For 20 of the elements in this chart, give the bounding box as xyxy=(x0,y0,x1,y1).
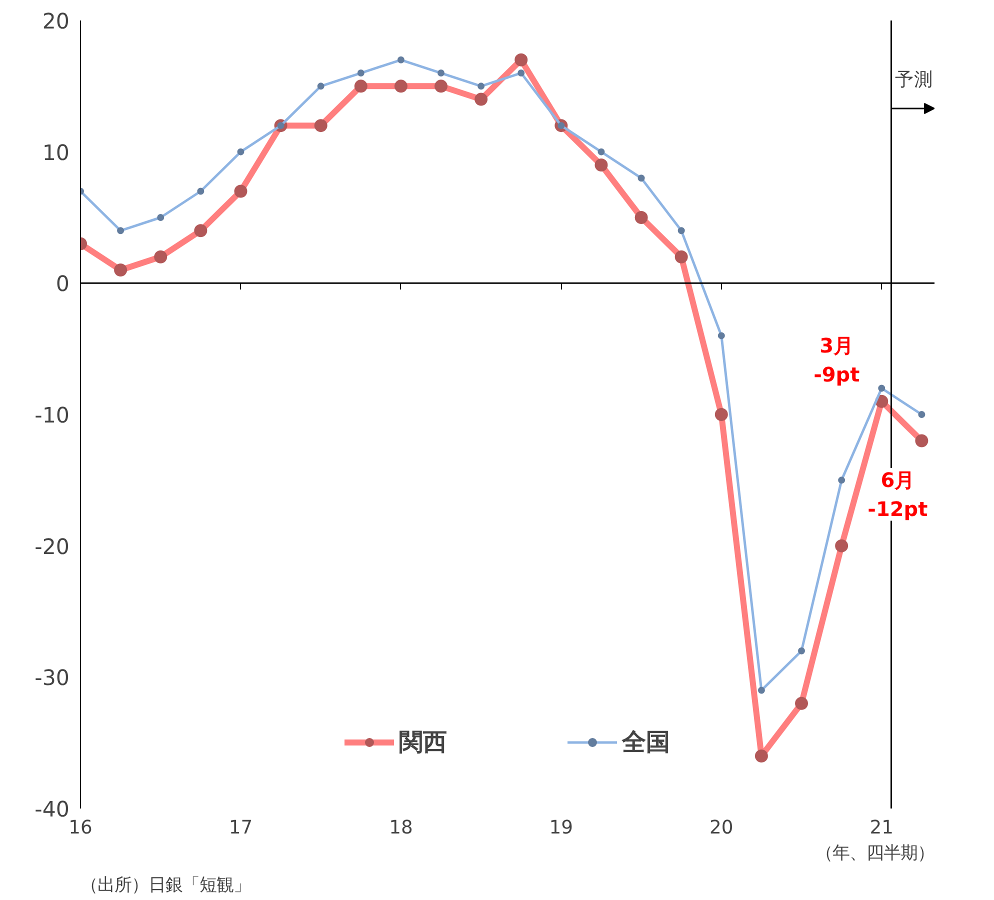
x-tick-label: 21 xyxy=(870,818,894,838)
y-tick-label: 10 xyxy=(42,140,70,166)
annotation: 3月 -9pt xyxy=(814,334,860,386)
text: （出所）日銀「短観」 xyxy=(80,876,250,896)
y-tick-label: 20 xyxy=(42,10,70,34)
legend-label: 関西 xyxy=(399,727,447,758)
x-tick-label: 18 xyxy=(389,818,413,838)
annotation: 6月 -12pt xyxy=(868,468,928,521)
x-tick-label: 16 xyxy=(68,818,92,838)
x-tick-label: 19 xyxy=(549,818,574,838)
y-tick-label: -40 xyxy=(34,798,70,822)
y-tick-label: 0 xyxy=(56,272,70,298)
y-tick-label: -20 xyxy=(34,534,70,560)
x-tick-label: 17 xyxy=(228,818,253,838)
y-tick-label: -30 xyxy=(34,666,70,692)
legend-label: 全国 xyxy=(622,727,670,758)
x-axis-title: （年、四半期） xyxy=(816,844,934,864)
ref-line-label: 予測 xyxy=(895,70,934,90)
y-tick-label: -10 xyxy=(34,404,70,428)
x-tick-label: 20 xyxy=(710,818,734,838)
